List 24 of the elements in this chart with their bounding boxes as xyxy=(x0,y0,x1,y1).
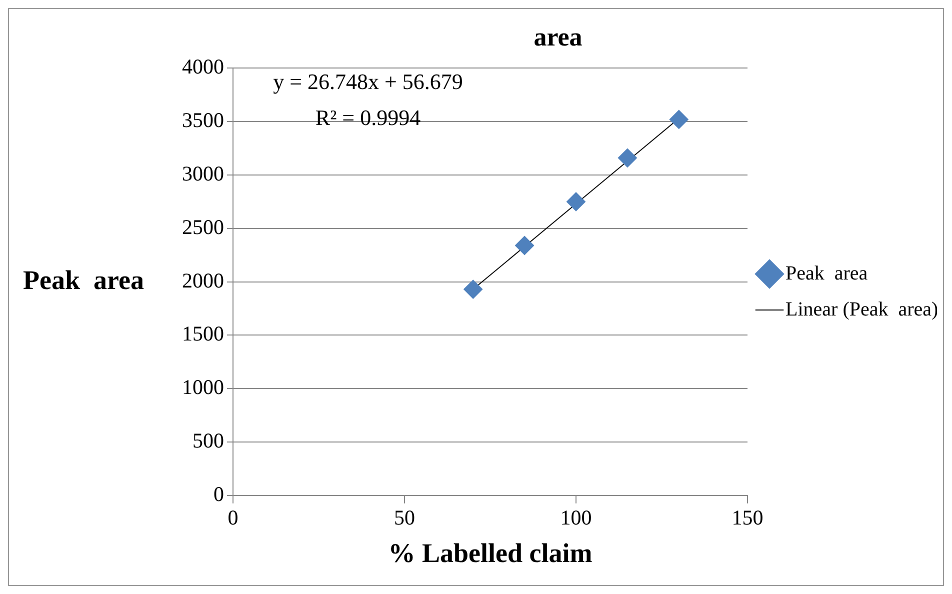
point xyxy=(618,148,637,168)
y-tick-label: 2000 xyxy=(182,268,224,292)
y-tick-label: 0 xyxy=(214,482,224,506)
y-axis-title: Peak area xyxy=(23,264,144,295)
annotation: R² = 0.9994 xyxy=(315,104,421,130)
y-tick-label: 1500 xyxy=(182,322,224,346)
x-tick-label: 150 xyxy=(732,506,764,530)
legend-label: Peak area xyxy=(786,262,868,284)
y-tick-label: 3000 xyxy=(182,162,224,186)
x-tick-label: 50 xyxy=(394,506,415,530)
annotation: y = 26.748x + 56.679 xyxy=(273,68,463,94)
y-tick-label: 3500 xyxy=(182,108,224,132)
point xyxy=(464,280,483,299)
x-axis-title: % Labelled claim xyxy=(388,538,593,568)
legend-label: Linear (Peak area) xyxy=(786,298,938,320)
chart-title: area xyxy=(534,22,582,52)
point xyxy=(669,110,688,129)
point xyxy=(515,236,534,255)
y-tick-label: 500 xyxy=(192,428,224,453)
x-tick-label: 100 xyxy=(560,506,592,530)
point xyxy=(566,192,586,212)
y-tick-label: 1000 xyxy=(182,375,224,400)
y-tick-label: 4000 xyxy=(182,54,224,79)
y-tick-label: 2500 xyxy=(182,214,224,239)
